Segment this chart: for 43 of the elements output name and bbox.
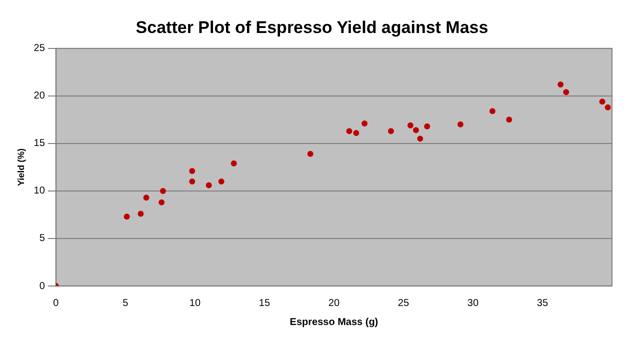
- point: [599, 98, 606, 105]
- point: [407, 122, 414, 128]
- chart-title: Scatter Plot of Espresso Yield against Mass: [136, 18, 488, 37]
- x-tick-label: 0: [53, 298, 60, 309]
- x-tick-label: 5: [122, 298, 129, 309]
- point: [353, 130, 360, 136]
- point: [388, 128, 394, 134]
- point: [563, 89, 570, 96]
- point: [189, 168, 196, 174]
- y-tick-label: 25: [34, 43, 46, 54]
- point: [230, 160, 237, 166]
- point: [558, 82, 564, 88]
- point: [158, 199, 165, 206]
- point: [489, 108, 496, 114]
- point: [362, 120, 368, 126]
- point: [417, 136, 424, 142]
- point: [124, 214, 130, 220]
- x-axis-title: Espresso Mass (g): [290, 316, 378, 328]
- y-tick-label: 5: [39, 233, 46, 244]
- x-tick-label: 20: [328, 298, 340, 309]
- point: [143, 194, 150, 201]
- y-tick-label: 0: [39, 280, 46, 292]
- x-tick-label: 35: [536, 298, 548, 309]
- y-tick-label: 10: [34, 186, 46, 197]
- point: [218, 178, 224, 184]
- x-tick-label: 25: [398, 298, 410, 309]
- point: [457, 121, 464, 128]
- point: [412, 127, 419, 134]
- point: [189, 178, 196, 184]
- point: [506, 116, 512, 123]
- point: [424, 123, 430, 130]
- y-tick-label: 15: [34, 138, 46, 150]
- point: [346, 128, 352, 134]
- point: [307, 150, 314, 157]
- point: [160, 188, 166, 194]
- x-tick-label: 15: [258, 298, 270, 309]
- x-tick-label: 30: [467, 298, 479, 309]
- point: [604, 104, 611, 110]
- point: [138, 210, 144, 217]
- point: [206, 182, 212, 188]
- y-tick-label: 20: [34, 90, 46, 102]
- x-tick-label: 10: [189, 298, 201, 309]
- y-axis-title: Yield (%): [16, 148, 26, 186]
